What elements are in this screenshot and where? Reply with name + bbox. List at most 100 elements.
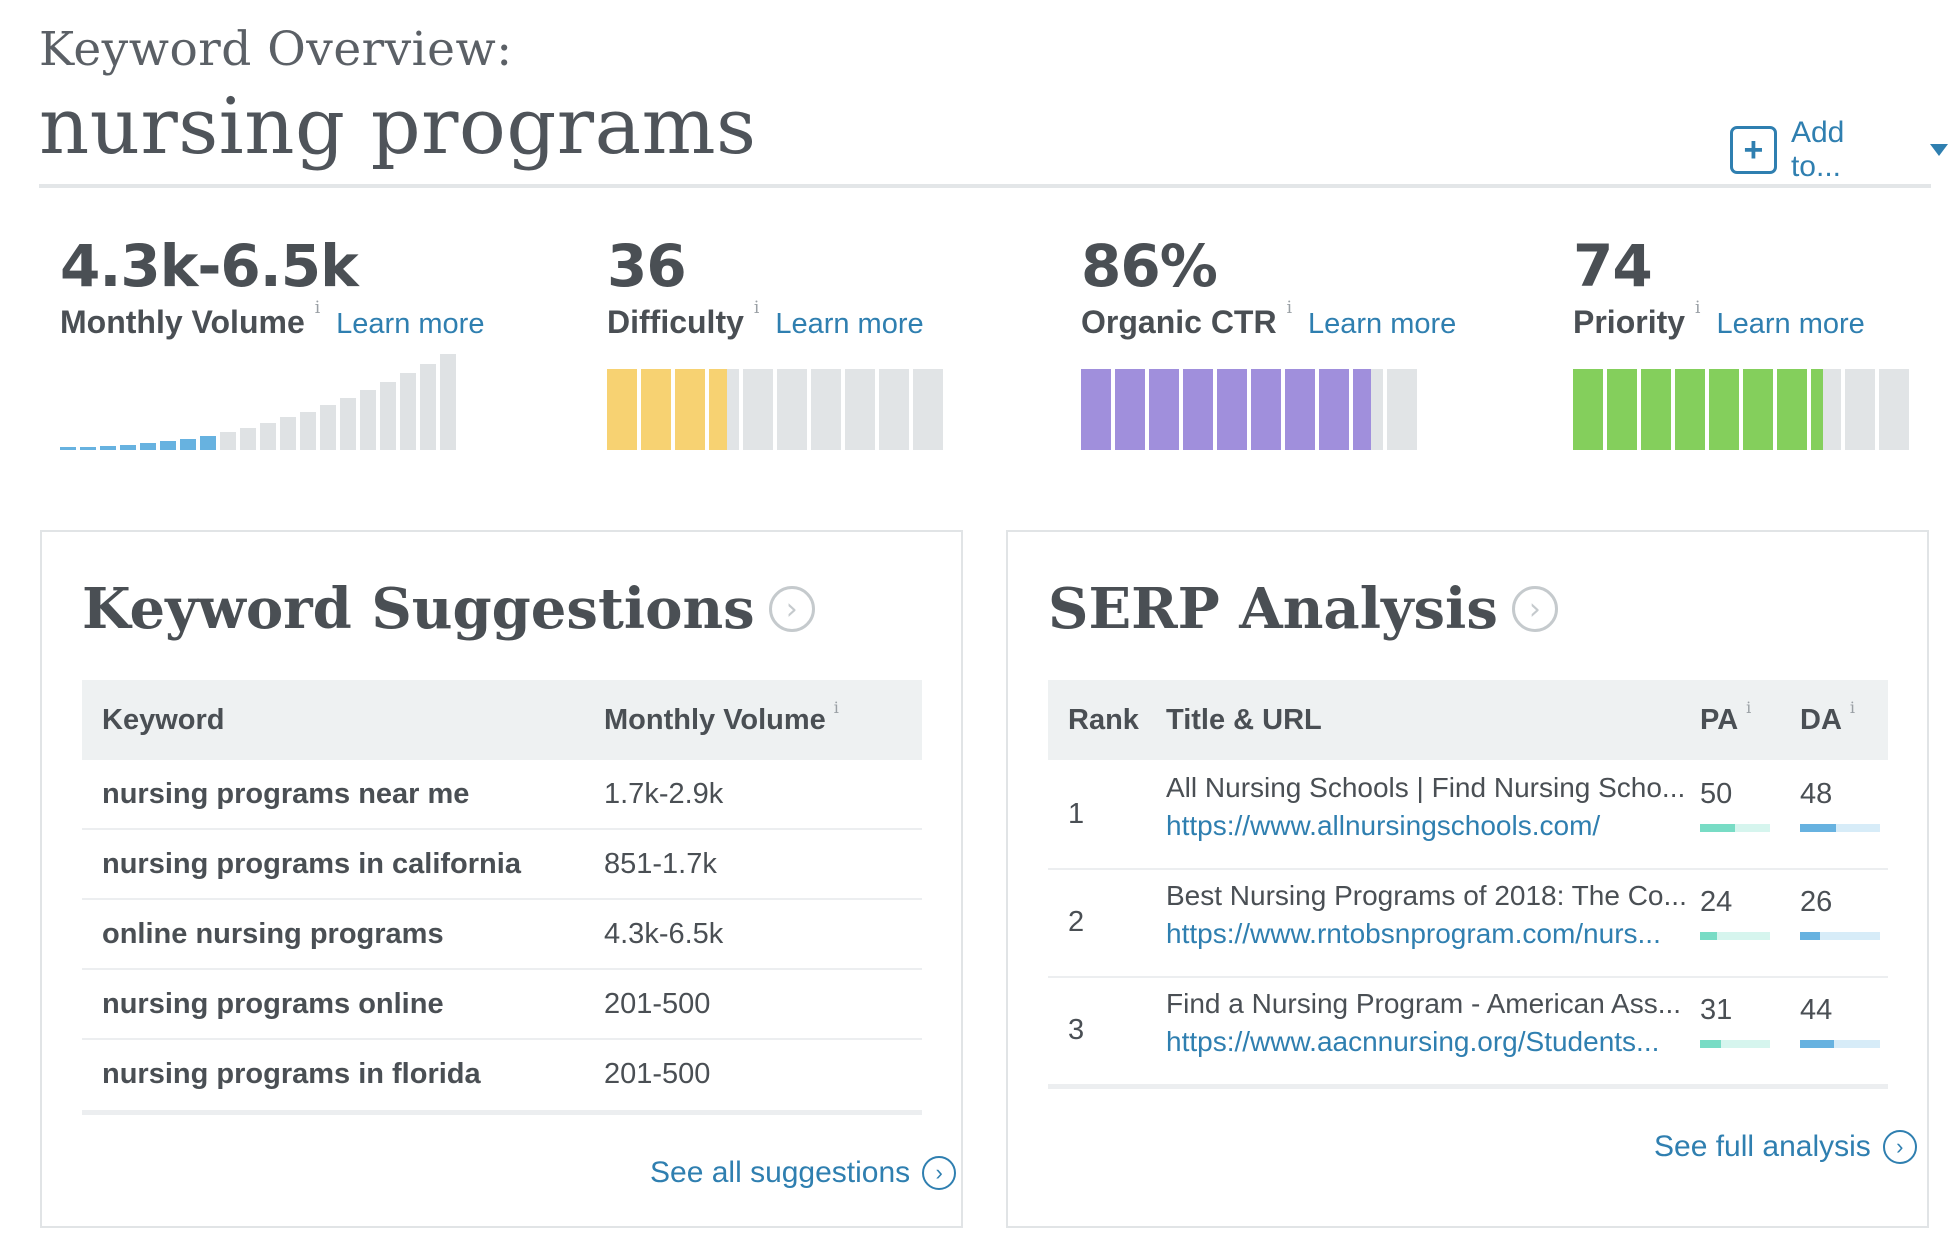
meter-segment: [777, 369, 807, 450]
pa-mini-bar-fill: [1700, 932, 1717, 940]
table-row[interactable]: nursing programs near me 1.7k-2.9k: [82, 760, 922, 830]
info-icon[interactable]: i: [1746, 698, 1752, 717]
learn-more-link[interactable]: Learn more: [1716, 308, 1865, 340]
col-monthly-volume-label: Monthly Volume: [604, 704, 826, 736]
volume-history-chart: [60, 350, 460, 450]
table-row[interactable]: 1 All Nursing Schools | Find Nursing Scho…: [1048, 762, 1888, 870]
info-icon[interactable]: i: [314, 298, 321, 318]
suggestion-keyword[interactable]: nursing programs online: [102, 988, 444, 1020]
see-full-label: See full analysis: [1654, 1130, 1871, 1163]
suggestion-volume: 4.3k-6.5k: [604, 918, 724, 950]
serp-analysis-card: SERP Analysis › Rank Title & URL PA i DA i…: [1006, 530, 1929, 1228]
metric-label: Priority: [1573, 304, 1686, 340]
suggestion-keyword[interactable]: nursing programs in california: [102, 848, 521, 880]
serp-url-link[interactable]: https://www.rntobsnprogram.com/nurs...: [1166, 918, 1661, 949]
serp-pa-value: 50: [1700, 778, 1733, 810]
meter-segment: [1845, 369, 1875, 450]
card-title: Keyword Suggestions ›: [82, 576, 815, 642]
metric-label: Organic CTR: [1081, 304, 1277, 340]
volume-bar: [140, 443, 156, 450]
info-icon[interactable]: i: [1849, 698, 1856, 717]
serp-da-value: 26: [1800, 886, 1833, 918]
meter-segment: [1285, 369, 1315, 450]
volume-bar: [80, 447, 96, 450]
suggestion-keyword[interactable]: nursing programs in florida: [102, 1058, 481, 1090]
col-rank[interactable]: Rank: [1068, 704, 1139, 736]
meter-segment: [1319, 369, 1349, 450]
table-row[interactable]: 2 Best Nursing Programs of 2018: The Co..…: [1048, 870, 1888, 978]
col-pa-label: PA: [1700, 704, 1739, 736]
learn-more-link[interactable]: Learn more: [1308, 308, 1457, 340]
col-title-url[interactable]: Title & URL: [1166, 704, 1322, 736]
meter-segment: [1183, 369, 1213, 450]
serp-url-link[interactable]: https://www.aacnnursing.org/Students...: [1166, 1026, 1660, 1057]
table-row[interactable]: 3 Find a Nursing Program - American Ass..…: [1048, 978, 1888, 1086]
volume-bar: [380, 382, 396, 450]
meter-segment: [879, 369, 909, 450]
suggestion-keyword[interactable]: nursing programs near me: [102, 778, 470, 810]
table-row[interactable]: nursing programs in california 851-1.7k: [82, 830, 922, 900]
serp-url-link[interactable]: https://www.allnursingschools.com/: [1166, 810, 1601, 841]
volume-bar: [340, 398, 356, 450]
meter-segment: [1251, 369, 1281, 450]
meter-segment: [845, 369, 875, 450]
da-mini-bar-fill: [1800, 932, 1820, 940]
col-monthly-volume[interactable]: Monthly Volume i: [604, 698, 839, 737]
meter-segment: [1777, 369, 1807, 450]
suggestion-keyword[interactable]: online nursing programs: [102, 918, 444, 950]
learn-more-link[interactable]: Learn more: [775, 308, 924, 340]
see-full-analysis-link[interactable]: See full analysis ›: [1654, 1130, 1917, 1164]
metric-difficulty: 36 Difficulty i Learn more: [607, 232, 924, 341]
col-da-label: DA: [1800, 704, 1842, 736]
info-icon[interactable]: i: [1695, 298, 1701, 318]
meter-segment: [1217, 369, 1247, 450]
table-bottom-border: [82, 1110, 922, 1115]
pa-mini-bar: [1700, 932, 1770, 940]
col-pa[interactable]: PA i: [1700, 698, 1751, 737]
table-row[interactable]: online nursing programs 4.3k-6.5k: [82, 900, 922, 970]
learn-more-link[interactable]: Learn more: [336, 308, 485, 340]
add-to-button[interactable]: + Add to...: [1730, 116, 1948, 184]
serp-title: Find a Nursing Program - American Ass...: [1166, 988, 1682, 1019]
volume-bar: [220, 432, 236, 450]
metric-value: 4.3k-6.5k: [60, 232, 359, 300]
chevron-right-circle-icon: ›: [922, 1156, 957, 1190]
meter-segment: [641, 369, 671, 450]
metric-value: 74: [1573, 232, 1653, 300]
volume-bar: [280, 417, 296, 450]
chevron-right-circle-icon[interactable]: ›: [1511, 586, 1558, 632]
volume-bar: [300, 412, 316, 450]
difficulty-meter: [607, 369, 943, 450]
volume-bar: [160, 441, 176, 450]
meter-segment: [1607, 369, 1637, 450]
see-all-suggestions-link[interactable]: See all suggestions ›: [650, 1156, 957, 1190]
table-row[interactable]: nursing programs in florida 201-500: [82, 1040, 922, 1110]
table-row[interactable]: nursing programs online 201-500: [82, 970, 922, 1040]
meter-segment: [1743, 369, 1773, 450]
suggestion-volume: 1.7k-2.9k: [604, 778, 724, 810]
metric-label: Difficulty: [607, 304, 744, 340]
serp-da-value: 48: [1800, 778, 1833, 810]
meter-segment: [913, 369, 943, 450]
metric-priority: 74 Priority i Learn more: [1573, 232, 1865, 341]
keyword-suggestions-title: Keyword Suggestions: [82, 576, 755, 642]
da-mini-bar-fill: [1800, 1040, 1834, 1048]
info-icon[interactable]: i: [753, 298, 760, 318]
metric-label: Monthly Volume: [60, 304, 305, 340]
meter-segment: [1709, 369, 1739, 450]
volume-bar: [400, 373, 416, 450]
col-da[interactable]: DA i: [1800, 698, 1855, 737]
volume-bar: [100, 446, 116, 450]
serp-title: All Nursing Schools | Find Nursing Scho.…: [1166, 772, 1686, 803]
info-icon[interactable]: i: [833, 698, 839, 717]
info-icon[interactable]: i: [1286, 298, 1293, 318]
chevron-right-circle-icon[interactable]: ›: [768, 586, 815, 632]
metric-monthly-volume: 4.3k-6.5k Monthly Volume i Learn more: [60, 232, 484, 341]
volume-bar: [320, 405, 336, 450]
meter-segment: [1811, 369, 1841, 450]
metric-value: 86%: [1081, 232, 1218, 300]
col-keyword[interactable]: Keyword: [102, 704, 225, 736]
serp-title: Best Nursing Programs of 2018: The Co...: [1166, 880, 1687, 911]
meter-segment: [709, 369, 739, 450]
volume-bar: [420, 364, 436, 450]
